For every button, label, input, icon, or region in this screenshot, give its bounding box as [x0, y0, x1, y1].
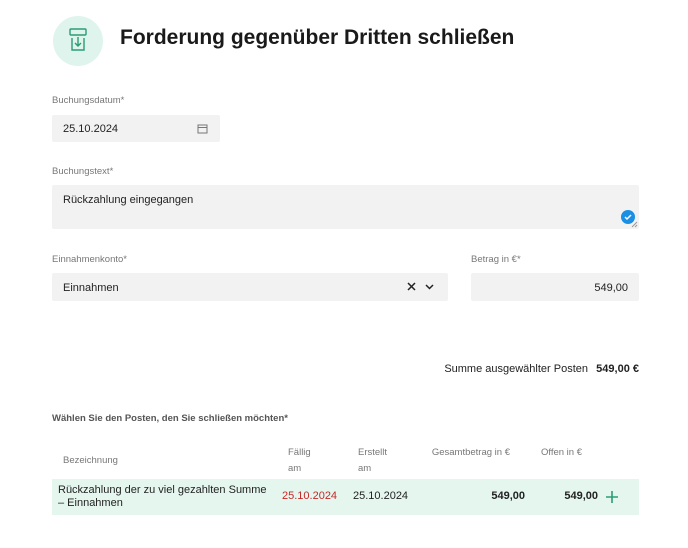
- calendar-icon[interactable]: [197, 123, 208, 134]
- column-header: Offen in €: [540, 447, 582, 458]
- table-row[interactable]: Rückzahlung der zu viel gezahlten Summe …: [52, 479, 639, 515]
- header-icon: [53, 16, 103, 66]
- field-label: Buchungsdatum*: [52, 95, 125, 106]
- input-value: 549,00: [594, 282, 628, 294]
- cell: 25.10.2024: [282, 490, 338, 502]
- input-value: Einnahmen: [63, 282, 119, 294]
- summary-value: 549,00 €: [596, 363, 639, 375]
- column-header: Erstellt am: [358, 447, 388, 474]
- cell: 549,00: [564, 490, 598, 502]
- input-value: Rückzahlung eingegangen: [63, 194, 194, 206]
- input-value: 25.10.2024: [63, 123, 119, 135]
- cell: 25.10.2024: [353, 490, 409, 502]
- column-header: Bezeichnung: [63, 455, 118, 466]
- select-controls[interactable]: [406, 281, 438, 293]
- page-title: Forderung gegenüber Dritten schließen: [120, 26, 515, 49]
- table-caption: Wählen Sie den Posten, den Sie schließen…: [52, 413, 288, 424]
- field-label: Einnahmenkonto*: [52, 254, 127, 265]
- cell: Rückzahlung der zu viel gezahlten Summe …: [58, 484, 267, 509]
- date-input[interactable]: 25.10.2024: [52, 115, 220, 142]
- valid-icon: [621, 210, 638, 228]
- field-label: Buchungstext*: [52, 166, 114, 177]
- field-label: Betrag in €*: [471, 254, 521, 265]
- cell: 549,00: [491, 490, 525, 502]
- text-area[interactable]: Rückzahlung eingegangen: [52, 185, 639, 229]
- select-input[interactable]: Einnahmen: [52, 273, 448, 301]
- column-header: Fällig am: [288, 447, 311, 474]
- column-header: Gesamtbetrag in €: [431, 447, 510, 458]
- amount-input[interactable]: 549,00: [471, 273, 639, 301]
- summary-label: Summe ausgewählter Posten: [444, 363, 588, 375]
- add-button[interactable]: [606, 491, 618, 503]
